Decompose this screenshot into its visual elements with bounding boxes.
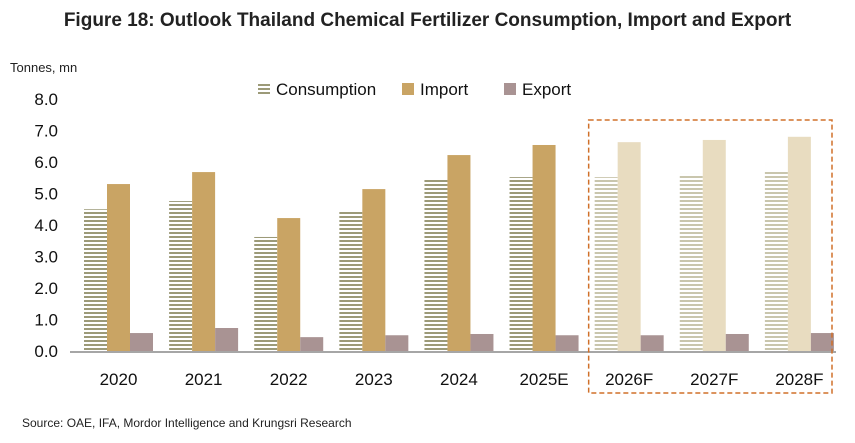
y-tick-label: 2.0 [34,279,58,298]
bar-export-2027F [725,333,749,351]
bar-export-2028F [810,333,834,351]
y-axis-label: Tonnes, mn [10,60,78,75]
y-tick-label: 5.0 [34,185,58,204]
bar-consumption-2028F [764,170,788,351]
x-tick-label: 2028F [775,370,823,389]
x-tick-label: 2025E [519,370,568,389]
y-tick-label: 0.0 [34,342,58,361]
bar-export-2020 [130,333,153,351]
bar-import-2020 [107,184,130,351]
bar-import-2022 [277,218,301,351]
y-tick-label: 6.0 [34,153,58,172]
bar-consumption-2023 [339,211,363,351]
bar-consumption-2024 [424,179,448,351]
bar-consumption-2027F [679,173,703,351]
x-tick-label: 2020 [100,370,138,389]
legend-swatch-consumption [258,83,270,95]
bar-export-2025E [555,335,579,351]
x-tick-label: 2021 [185,370,223,389]
legend-swatch-export [504,83,516,95]
bar-import-2026F [617,142,641,351]
bar-consumption-2025E [509,177,533,351]
y-tick-label: 8.0 [34,90,58,109]
x-tick-label: 2026F [605,370,653,389]
y-tick-label: 7.0 [34,122,58,141]
bar-consumption-2021 [169,201,193,351]
y-tick-label: 1.0 [34,311,58,330]
legend-label-consumption: Consumption [276,80,376,99]
x-tick-label: 2027F [690,370,738,389]
y-tick-label: 4.0 [34,216,58,235]
y-tick-label: 3.0 [34,248,58,267]
x-tick-label: 2024 [440,370,478,389]
bar-export-2024 [470,333,494,351]
bar-consumption-2020 [84,209,107,351]
legend-swatch-import [402,83,414,95]
source-note: Source: OAE, IFA, Mordor Intelligence an… [22,416,352,430]
bar-import-2025E [532,144,556,351]
chart-title: Figure 18: Outlook Thailand Chemical Fer… [63,10,792,31]
x-tick-label: 2023 [355,370,393,389]
bar-import-2028F [787,136,811,351]
bar-import-2023 [362,189,386,351]
bar-import-2027F [702,139,726,351]
bar-export-2022 [300,337,324,351]
legend-label-import: Import [420,80,468,99]
bar-export-2026F [640,335,664,351]
bar-import-2024 [447,155,471,351]
bar-export-2021 [215,328,239,351]
bar-export-2023 [385,335,409,351]
x-tick-label: 2022 [270,370,308,389]
legend-label-export: Export [522,80,571,99]
bar-import-2021 [192,172,216,351]
forecast-highlight-box [587,119,833,394]
bar-consumption-2022 [254,236,278,351]
bar-consumption-2026F [594,177,618,351]
